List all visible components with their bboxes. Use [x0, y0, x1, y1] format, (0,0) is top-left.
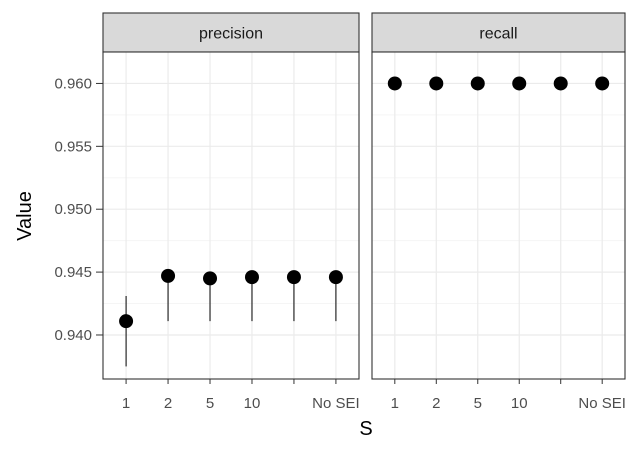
x-tick-label: No SEI: [312, 395, 360, 412]
data-point: [512, 76, 527, 91]
y-tick-label: 0.960: [54, 75, 92, 92]
facet-strip: [102, 12, 360, 53]
x-tick-label: 5: [474, 395, 482, 412]
x-tick-label: 1: [122, 395, 130, 412]
data-point: [328, 270, 343, 285]
y-tick-label: 0.950: [54, 201, 92, 218]
x-tick-label: 1: [391, 395, 399, 412]
panel-border: [371, 51, 626, 380]
y-axis: Value 0.940 0.945 0.950 0.955 0.960: [14, 75, 103, 344]
facet-strip-label: precision: [199, 26, 263, 43]
x-tick-label: 2: [432, 395, 440, 412]
data-point: [595, 76, 610, 91]
y-tick-label: 0.955: [54, 138, 92, 155]
x-axis-title: S: [359, 418, 372, 440]
panel-border: [102, 51, 360, 380]
data-point: [119, 314, 134, 329]
data-point: [286, 270, 301, 285]
facet-panel-recall: recall 1 2 5 10 No SEI: [371, 12, 626, 412]
facet-panel-precision: precision 1 2 5 10 No SEI: [102, 12, 360, 412]
data-point: [203, 271, 218, 286]
data-point: [429, 76, 444, 91]
facet-strip: [371, 12, 626, 53]
data-point: [161, 268, 176, 283]
y-tick-label: 0.940: [54, 327, 92, 344]
x-tick-label: 5: [206, 395, 214, 412]
x-tick-label: 10: [244, 395, 261, 412]
x-tick-label: 10: [511, 395, 528, 412]
facet-panels: precision 1 2 5 10 No SEI recall 1 2 5 10 No SEI: [102, 12, 626, 412]
facet-strip-label: recall: [479, 26, 517, 43]
x-tick-label: 2: [164, 395, 172, 412]
x-tick-label: No SEI: [578, 395, 626, 412]
data-point: [553, 76, 568, 91]
y-tick-labels: 0.940 0.945 0.950 0.955 0.960: [54, 75, 103, 344]
data-point: [244, 270, 259, 285]
plot-background: [103, 52, 359, 379]
y-tick-label: 0.945: [54, 264, 92, 281]
data-point: [470, 76, 485, 91]
data-point: [387, 76, 402, 91]
y-axis-title: Value: [14, 191, 36, 241]
plot-background: [372, 52, 625, 379]
